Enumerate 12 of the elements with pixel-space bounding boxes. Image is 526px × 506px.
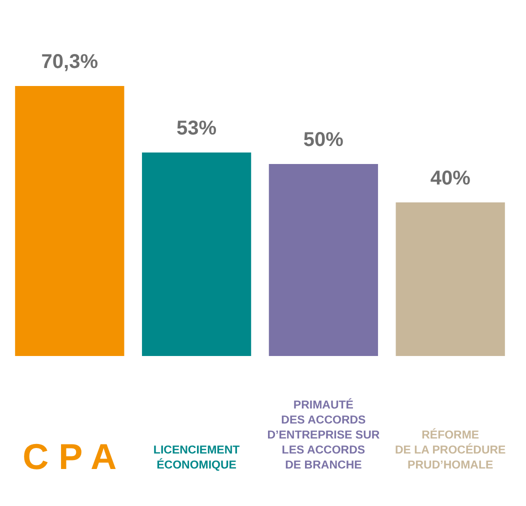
x-tick-label: PRIMAUTÉ DES ACCORDS D’ENTREPRISE SUR LES ACCORDS DE BRANCHE <box>267 397 380 472</box>
bar <box>142 152 252 356</box>
bar <box>268 164 378 356</box>
bar <box>396 202 505 356</box>
x-tick-label: C P A <box>22 436 117 477</box>
data-label: 53% <box>176 117 217 140</box>
bar <box>15 86 124 356</box>
data-label: 40% <box>430 167 471 190</box>
data-label: 50% <box>303 128 344 151</box>
x-tick-label: LICENCIEMENT ÉCONOMIQUE <box>153 444 240 472</box>
x-tick-label: RÉFORME DE LA PROCÉDURE PRUD’HOMALE <box>394 427 506 472</box>
data-label: 70,3% <box>41 51 98 73</box>
